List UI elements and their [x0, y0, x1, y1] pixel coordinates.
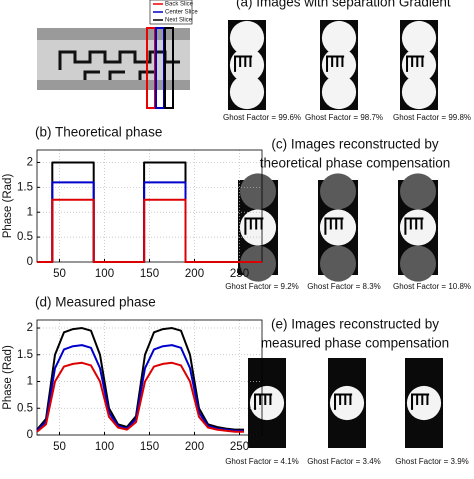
y-tick-label: 2: [27, 156, 33, 168]
phantom-disc: [229, 20, 265, 56]
phantom-image: [238, 173, 278, 282]
x-tick-label: 150: [140, 268, 159, 280]
series-line: [37, 198, 262, 263]
panel-title: (a) Images with separation Gradient: [236, 0, 451, 10]
x-tick-label: 150: [140, 441, 159, 453]
series-line: [36, 344, 244, 432]
phantom-disc: [321, 20, 357, 56]
y-axis-label: Phase (Rad): [2, 174, 14, 239]
series-line: [36, 361, 244, 433]
y-tick-label: 0: [27, 256, 33, 268]
plot-frame: [36, 149, 263, 263]
phantom-structure: [234, 55, 253, 72]
x-tick-label: 250: [230, 268, 249, 280]
phantom-structure: [406, 55, 425, 72]
y-tick-label: 1: [27, 376, 33, 388]
phantom-image: [400, 20, 438, 110]
ghost-disc: [400, 173, 436, 210]
phantom-disc: [321, 74, 357, 110]
panel-title: measured phase compensation: [261, 336, 449, 351]
slice-legend: Back Slice Center Slice Next Slice: [149, 0, 198, 25]
y-tick-label: 0.5: [17, 402, 33, 414]
series-line: [36, 327, 244, 431]
x-tick-label: 200: [185, 268, 204, 280]
panel-title: (e) Images reconstructed by: [271, 317, 439, 332]
chart-title: (b) Theoretical phase: [35, 125, 162, 140]
phantom-structure: [326, 55, 345, 72]
y-tick-label: 2: [27, 322, 33, 334]
phantom-image: [405, 358, 443, 448]
x-tick-label: 50: [53, 441, 66, 453]
panel-title: theoretical phase compensation: [260, 156, 451, 171]
y-tick-label: 0.5: [17, 231, 33, 243]
panel-title: (c) Images reconstructed by: [271, 137, 439, 152]
y-tick-label: 1.5: [17, 181, 33, 193]
slice-image: [37, 27, 190, 109]
legend-label: Next Slice: [165, 18, 193, 24]
x-tick-label: 200: [185, 441, 204, 453]
x-tick-label: 250: [230, 441, 249, 453]
ghost-factor: Ghost Factor = 3.4%: [307, 457, 381, 466]
x-tick-label: 100: [95, 268, 114, 280]
phantom-image: [398, 173, 438, 282]
phantom-structure: [334, 393, 353, 410]
ghost-disc: [320, 173, 356, 210]
ghost-factor: Ghost Factor = 99.6%: [223, 113, 301, 122]
phantom-image: [248, 358, 286, 448]
phantom-structure: [404, 217, 424, 235]
ghost-factor: Ghost Factor = 98.7%: [305, 113, 383, 122]
ghost-factor: Ghost Factor = 9.2%: [225, 282, 299, 291]
ghost-factor: Ghost Factor = 10.8%: [393, 282, 471, 291]
plot-frame: [36, 319, 263, 436]
x-tick-label: 100: [95, 441, 114, 453]
phantom-structure: [324, 217, 344, 235]
ghost-factor: Ghost Factor = 8.3%: [307, 282, 381, 291]
y-tick-label: 1: [27, 206, 33, 218]
phantom-disc: [401, 20, 437, 56]
y-tick-label: 1.5: [17, 349, 33, 361]
phantom-structure: [244, 217, 264, 235]
phantom-structure: [254, 393, 273, 410]
y-axis-label: Phase (Rad): [2, 345, 14, 410]
ghost-factor: Ghost Factor = 4.1%: [225, 457, 299, 466]
phantom-disc: [229, 74, 265, 110]
chart-title: (d) Measured phase: [35, 295, 156, 310]
x-tick-label: 50: [53, 268, 66, 280]
ghost-disc: [240, 173, 276, 210]
ghost-factor: Ghost Factor = 3.9%: [395, 457, 469, 466]
ghost-factor: Ghost Factor = 99.8%: [393, 113, 471, 122]
legend-label: Center Slice: [165, 10, 198, 16]
phantom-image: [328, 358, 366, 448]
phantom-structure: [411, 393, 430, 410]
phantom-disc: [401, 74, 437, 110]
y-tick-label: 0: [27, 429, 33, 441]
legend-label: Back Slice: [165, 2, 194, 8]
ghost-disc: [320, 245, 356, 282]
ghost-disc: [240, 245, 276, 282]
ghost-disc: [400, 245, 436, 282]
phantom-image: [320, 20, 358, 110]
phantom-image: [318, 173, 358, 282]
phantom-image: [228, 20, 266, 110]
